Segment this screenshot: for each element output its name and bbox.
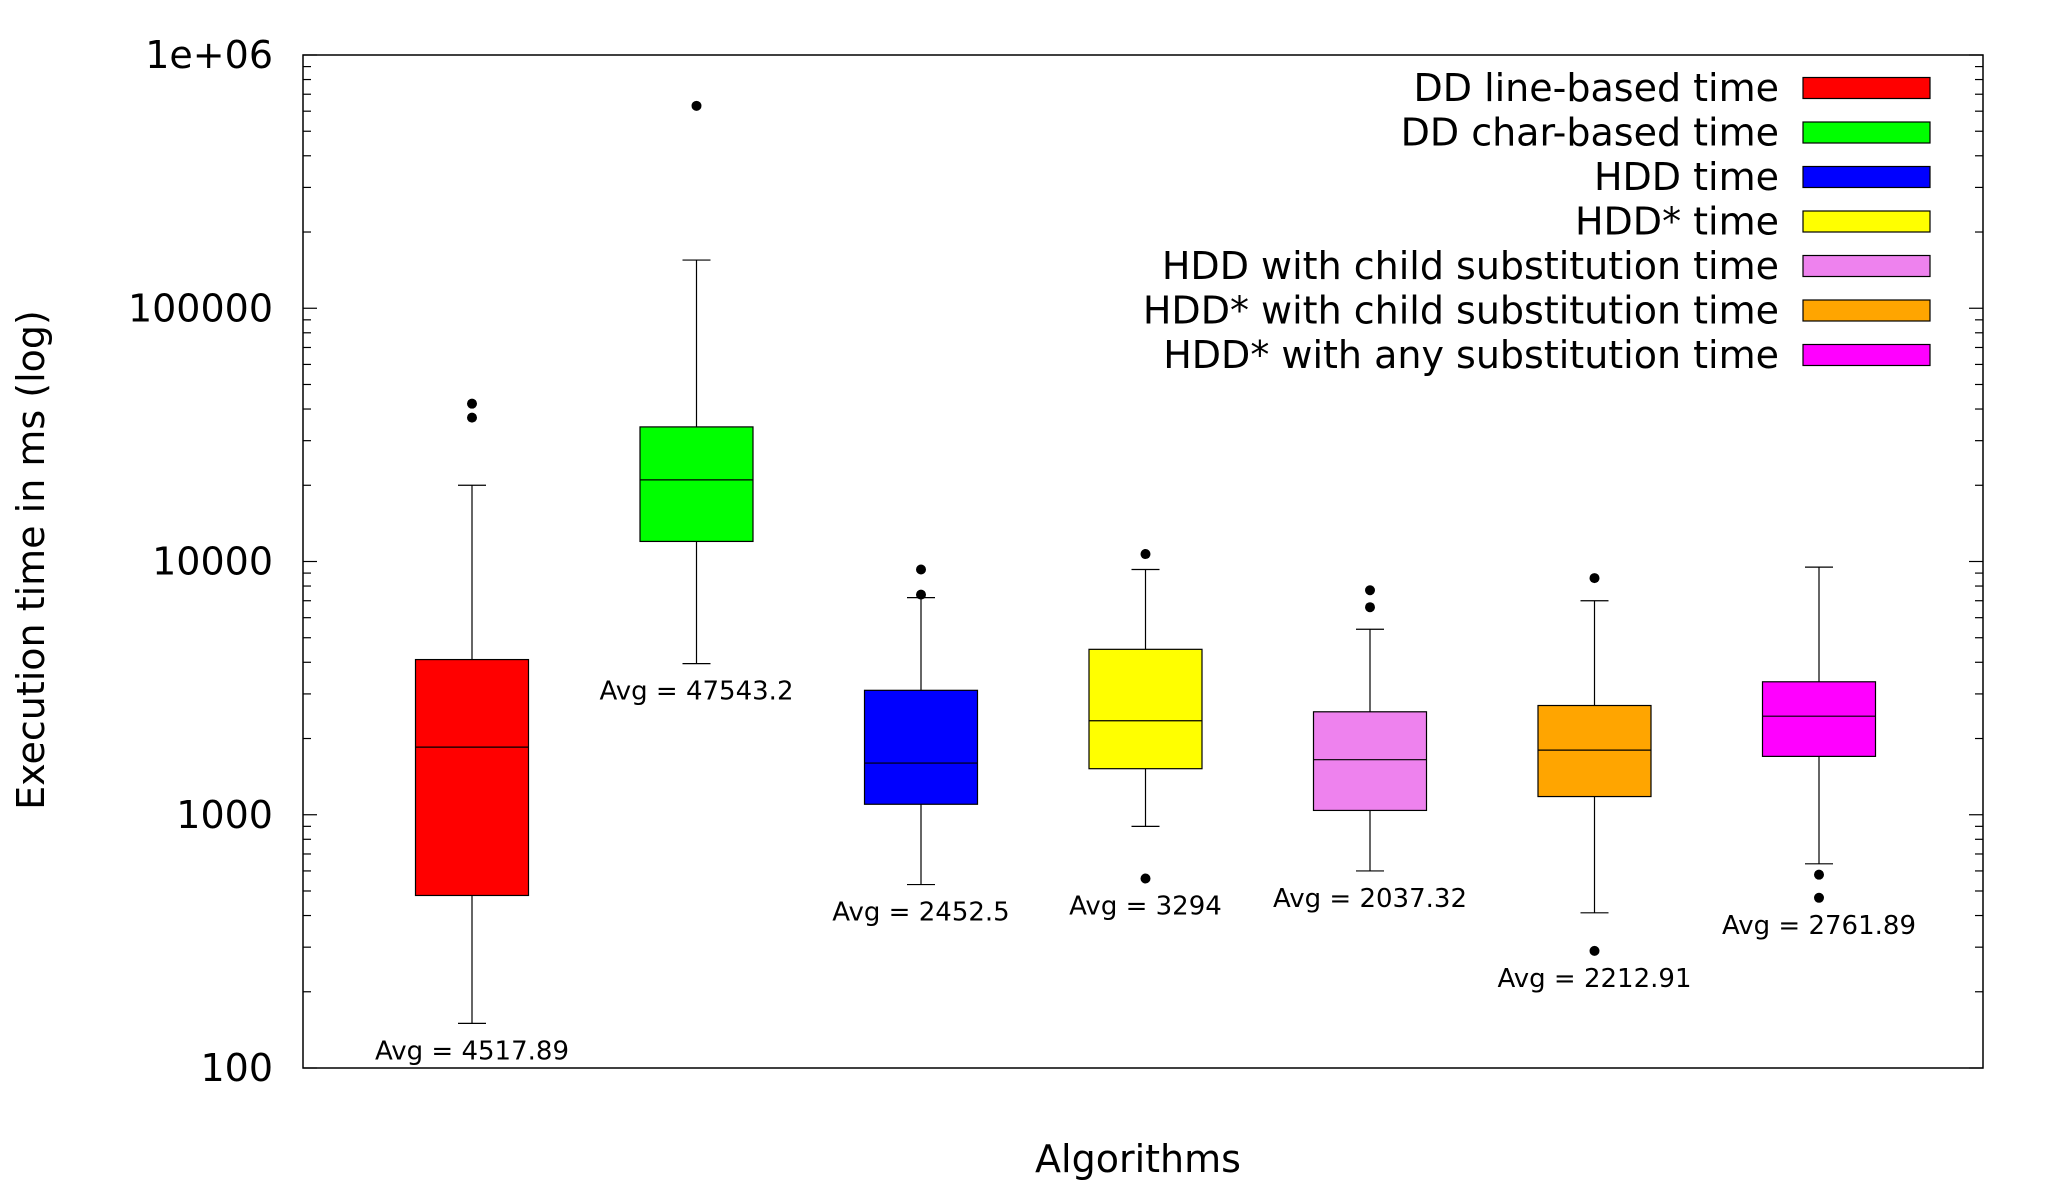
axes: 100 1000 10000 100000 1e+06 <box>128 33 1984 1090</box>
y-tick-label: 1e+06 <box>145 33 273 77</box>
y-axis-title: Execution time in ms (log) <box>9 310 53 810</box>
avg-label: Avg = 4517.89 <box>375 1036 569 1066</box>
avg-label: Avg = 2761.89 <box>1722 911 1916 941</box>
outlier-point <box>1365 602 1375 613</box>
box-group: Avg = 4517.89 <box>375 398 569 1066</box>
legend-swatch <box>1802 210 1931 233</box>
box-group: Avg = 47543.2 <box>600 100 794 707</box>
legend-label: HDD with child substitution time <box>1162 244 1779 288</box>
legend-swatch <box>1802 121 1931 144</box>
avg-label: Avg = 47543.2 <box>600 677 794 707</box>
legend-swatch <box>1802 299 1931 322</box>
legend-swatch <box>1802 76 1931 100</box>
box-group: Avg = 2212.91 <box>1498 573 1692 994</box>
box-group: Avg = 3294 <box>1069 549 1222 922</box>
legend-label: DD line-based time <box>1413 66 1779 110</box>
legend-swatch <box>1802 343 1931 367</box>
outlier-point <box>1589 573 1600 584</box>
outlier-point <box>1140 873 1151 884</box>
box-iqr <box>1312 711 1428 812</box>
box-group: Avg = 2761.89 <box>1722 566 1916 941</box>
outlier-point <box>1814 869 1824 880</box>
box-group: Avg = 2452.5 <box>832 564 1010 928</box>
outlier-point <box>691 100 702 111</box>
legend-label: HDD* with child substitution time <box>1143 289 1779 333</box>
box-iqr <box>1537 704 1652 798</box>
outlier-point <box>916 564 926 575</box>
box-iqr <box>1761 681 1877 757</box>
avg-label: Avg = 3294 <box>1069 892 1222 922</box>
legend-label: HDD* with any substitution time <box>1163 333 1779 377</box>
x-axis-title: Algorithms <box>1035 1137 1241 1181</box>
y-tick-label: 100 <box>200 1046 273 1090</box>
y-tick-label: 1000 <box>176 793 273 837</box>
box-iqr <box>414 658 530 897</box>
box-iqr <box>639 426 754 543</box>
legend-label: HDD* time <box>1575 200 1779 244</box>
avg-label: Avg = 2212.91 <box>1498 964 1692 994</box>
legend-swatch <box>1802 254 1931 278</box>
outlier-point <box>916 589 926 600</box>
box-iqr <box>863 689 979 805</box>
outlier-point <box>1814 892 1824 903</box>
boxes: Avg = 4517.89 Avg = 47543.2 Avg = 2452.5 Av… <box>375 100 1916 1066</box>
outlier-point <box>1589 945 1600 956</box>
outlier-point <box>1365 585 1375 596</box>
y-tick-label: 100000 <box>128 286 273 330</box>
legend-label: HDD time <box>1594 155 1779 199</box>
outlier-point <box>467 398 477 409</box>
avg-label: Avg = 2037.32 <box>1273 884 1467 914</box>
outlier-point <box>467 412 477 423</box>
y-tick-label: 10000 <box>152 540 273 584</box>
box-group: Avg = 2037.32 <box>1273 585 1467 914</box>
legend-label: DD char-based time <box>1401 111 1779 155</box>
avg-label: Avg = 2452.5 <box>832 898 1009 928</box>
box-iqr <box>1088 648 1203 770</box>
legend-swatch <box>1802 165 1931 189</box>
outlier-point <box>1140 549 1151 560</box>
